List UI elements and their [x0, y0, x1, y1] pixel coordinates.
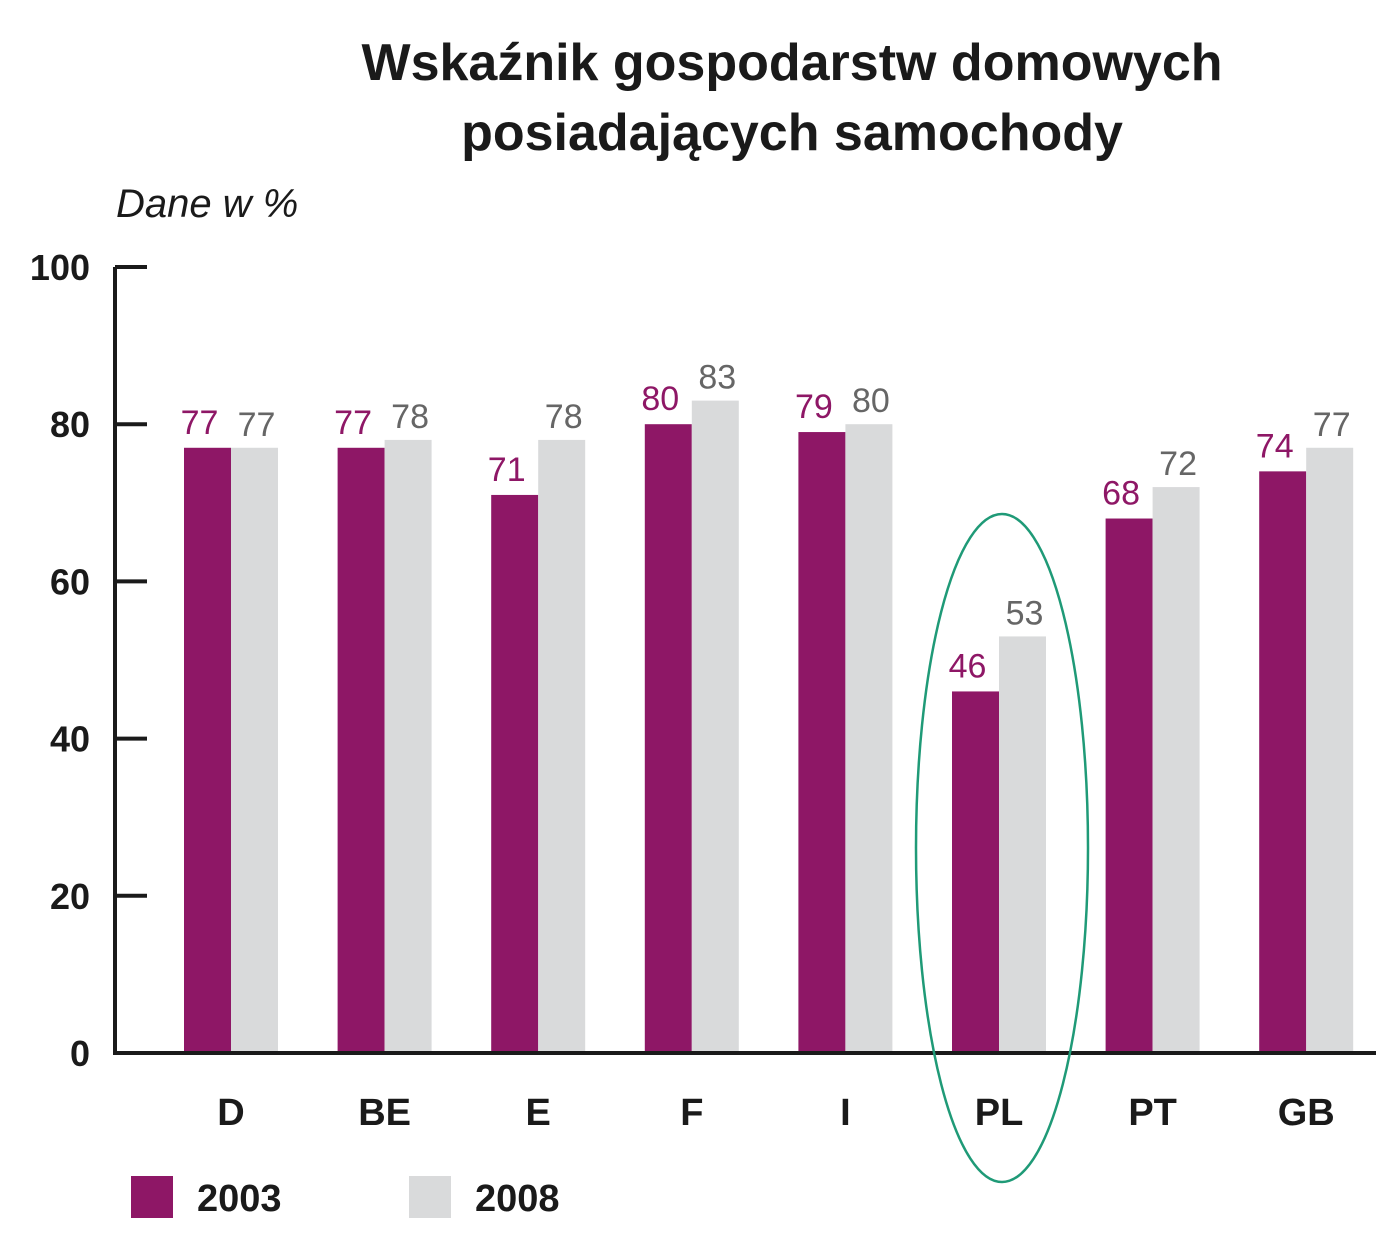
bar-2008: [691, 400, 739, 1053]
value-label-2008: 83: [698, 359, 736, 397]
bar-group-i: 79 80: [795, 382, 893, 1053]
value-label-2003: 77: [181, 404, 219, 442]
bar-2008: [845, 424, 893, 1053]
bar-2008: [1152, 487, 1200, 1054]
legend-swatch: [131, 1176, 173, 1218]
chart-title-line-1: Wskaźnik gospodarstw domowych: [361, 34, 1222, 92]
value-label-2003: 80: [641, 380, 679, 418]
y-tick-label: 80: [50, 404, 90, 445]
x-tick-label: GB: [1278, 1092, 1335, 1134]
annotations: [914, 512, 1090, 1184]
x-axis: D BE E F I PL PT GB: [113, 1051, 1376, 1134]
y-tick-label: 40: [50, 719, 90, 760]
highlight-ellipse-pl: [914, 512, 1090, 1184]
value-label-2008: 53: [1006, 594, 1044, 632]
bar-group-d: 77 77: [181, 404, 278, 1053]
x-tick-label: I: [840, 1092, 851, 1134]
value-label-2003: 71: [488, 451, 526, 489]
bar-2008: [384, 439, 432, 1053]
bar-2008: [1306, 447, 1354, 1053]
legend-item-2008: 2008: [409, 1176, 560, 1220]
bar-group-f: 80 83: [641, 359, 739, 1053]
legend-label: 2003: [197, 1178, 282, 1220]
y-tick-label: 100: [30, 247, 90, 288]
legend: 2003 2008: [131, 1176, 560, 1220]
value-label-2003: 68: [1102, 475, 1140, 513]
value-label-2003: 77: [334, 404, 372, 442]
value-label-2008: 78: [545, 398, 583, 436]
bar-2008: [231, 447, 278, 1053]
value-label-2003: 79: [795, 388, 833, 426]
chart-title-line-2: posiadających samochody: [461, 104, 1123, 162]
x-tick-label: F: [680, 1092, 703, 1134]
x-tick-label: PT: [1128, 1092, 1177, 1134]
legend-item-2003: 2003: [131, 1176, 282, 1220]
value-label-2008: 78: [391, 398, 429, 436]
x-tick-label: BE: [358, 1092, 411, 1134]
value-label-2003: 74: [1256, 427, 1294, 465]
bar-groups: 77 77 77 78 71 78 80 83 79 80 46 53 68 72 74 77: [181, 359, 1354, 1054]
y-axis: 0 20 40 60 80 100: [30, 247, 147, 1074]
y-tick-label: 20: [50, 876, 90, 917]
bar-group-pt: 68 72: [1102, 445, 1200, 1054]
bar-group-e: 71 78: [488, 398, 586, 1053]
bar-2008: [999, 636, 1046, 1053]
value-label-2008: 77: [1313, 406, 1351, 444]
value-label-2003: 46: [949, 647, 987, 685]
y-tick-label: 60: [50, 561, 90, 602]
legend-label: 2008: [475, 1178, 560, 1220]
value-label-2008: 77: [238, 406, 276, 444]
bar-2003: [798, 432, 846, 1053]
x-tick-label: PL: [975, 1092, 1024, 1134]
legend-swatch: [409, 1176, 451, 1218]
bar-2003: [1105, 518, 1153, 1053]
bar-group-pl: 46 53: [949, 594, 1046, 1053]
bar-2003: [337, 447, 385, 1053]
bar-2003: [1259, 471, 1307, 1053]
value-label-2008: 72: [1159, 445, 1197, 483]
bar-2003: [952, 691, 999, 1053]
chart-subtitle: Dane w %: [116, 182, 298, 226]
bar-group-gb: 74 77: [1256, 406, 1354, 1053]
bar-group-be: 77 78: [334, 398, 432, 1053]
y-tick-label: 0: [70, 1033, 90, 1074]
value-label-2008: 80: [852, 382, 890, 420]
x-tick-label: E: [526, 1092, 551, 1134]
x-tick-label: D: [217, 1092, 244, 1134]
bar-2008: [538, 439, 586, 1053]
bar-2003: [184, 447, 231, 1053]
bar-2003: [644, 424, 692, 1053]
bar-2003: [491, 494, 539, 1053]
